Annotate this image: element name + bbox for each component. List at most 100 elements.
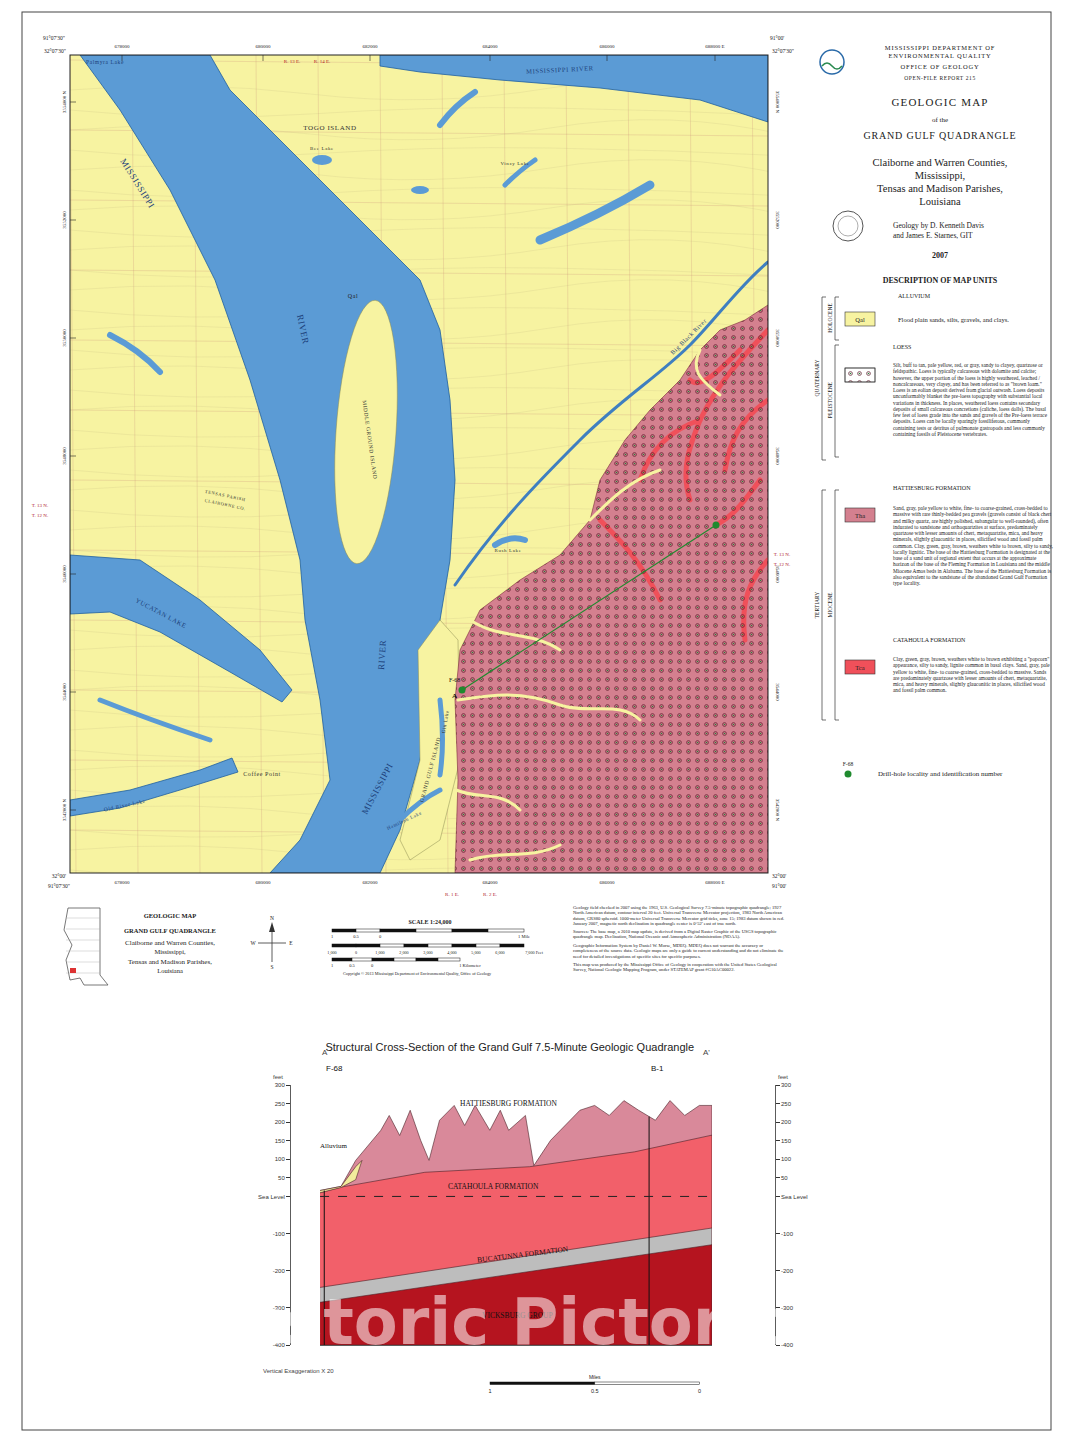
svg-text:3552000: 3552000: [775, 211, 780, 229]
svg-text:Rush Lake: Rush Lake: [495, 548, 522, 553]
svg-text:Qal: Qal: [855, 316, 865, 323]
svg-text:200: 200: [781, 1119, 792, 1125]
svg-text:3542000 N: 3542000 N: [775, 799, 780, 822]
svg-text:32°00': 32°00': [52, 873, 66, 879]
svg-text:F-68: F-68: [326, 1064, 343, 1073]
svg-text:B-1: B-1: [651, 1064, 664, 1073]
svg-text:OFFICE OF GEOLOGY: OFFICE OF GEOLOGY: [901, 63, 980, 70]
svg-text:100: 100: [781, 1156, 792, 1162]
svg-text:SCALE 1:24,000: SCALE 1:24,000: [408, 919, 451, 925]
svg-text:ENVIRONMENTAL QUALITY: ENVIRONMENTAL QUALITY: [889, 52, 992, 59]
svg-text:1,000: 1,000: [375, 950, 384, 956]
svg-text:RIVER: RIVER: [376, 639, 388, 670]
svg-text:91°07'30": 91°07'30": [48, 883, 70, 889]
svg-text:2007: 2007: [932, 251, 948, 260]
svg-text:of the: of the: [932, 116, 948, 124]
svg-text:Louisiana: Louisiana: [157, 967, 183, 974]
svg-text:3554000 N: 3554000 N: [62, 90, 67, 113]
svg-text:Coffee Point: Coffee Point: [243, 771, 281, 777]
svg-text:1: 1: [331, 934, 333, 939]
svg-text:Tensas and Madison Parishes,: Tensas and Madison Parishes,: [877, 183, 1003, 194]
svg-text:T. 12 N.: T. 12 N.: [32, 513, 48, 518]
svg-text:4,000: 4,000: [447, 950, 456, 956]
svg-text:0: 0: [698, 1388, 701, 1394]
svg-text:32°00': 32°00': [772, 873, 786, 879]
svg-text:Bee Lake: Bee Lake: [310, 146, 334, 151]
svg-text:Mississippi,: Mississippi,: [915, 170, 965, 181]
svg-text:Sea Level: Sea Level: [258, 1194, 285, 1200]
svg-text:32°07'30": 32°07'30": [44, 48, 66, 54]
svg-text:HOLOCENE: HOLOCENE: [827, 303, 833, 333]
svg-text:1,000: 1,000: [327, 950, 336, 956]
svg-text:GRAND GULF QUADRANGLE: GRAND GULF QUADRANGLE: [124, 927, 216, 934]
svg-text:250: 250: [781, 1101, 792, 1107]
svg-text:678000: 678000: [115, 44, 131, 49]
svg-text:-100: -100: [273, 1231, 286, 1237]
svg-text:50: 50: [781, 1175, 788, 1181]
svg-text:A: A: [322, 1048, 328, 1057]
svg-text:Structural Cross-Section of th: Structural Cross-Section of the Grand Gu…: [325, 1041, 694, 1053]
svg-text:680000: 680000: [256, 880, 272, 885]
svg-text:684000: 684000: [483, 880, 499, 885]
svg-text:MISSISSIPPI: MISSISSIPPI: [118, 157, 156, 210]
svg-text:Big Black River: Big Black River: [669, 317, 707, 355]
svg-text:TOGO ISLAND: TOGO ISLAND: [303, 124, 356, 132]
svg-text:686000: 686000: [600, 44, 616, 49]
svg-text:Claiborne and Warren Counties,: Claiborne and Warren Counties,: [125, 939, 215, 947]
svg-text:N: N: [270, 915, 274, 921]
svg-text:200: 200: [275, 1119, 286, 1125]
svg-text:R. 14 E.: R. 14 E.: [314, 59, 330, 64]
svg-text:3,000: 3,000: [423, 950, 432, 956]
svg-text:W: W: [250, 940, 256, 946]
svg-text:5,000: 5,000: [471, 950, 480, 956]
svg-text:GRAND GULF QUADRANGLE: GRAND GULF QUADRANGLE: [864, 130, 1017, 141]
svg-text:R. 2 E.: R. 2 E.: [483, 892, 497, 897]
svg-text:0.5: 0.5: [349, 963, 355, 968]
svg-text:0: 0: [371, 963, 374, 968]
svg-text:680000: 680000: [256, 44, 272, 49]
svg-text:-100: -100: [781, 1231, 794, 1237]
svg-text:3546000: 3546000: [62, 565, 67, 583]
svg-text:GEOLOGIC MAP: GEOLOGIC MAP: [891, 96, 988, 108]
svg-text:R. 1 E.: R. 1 E.: [445, 892, 459, 897]
svg-text:Tca: Tca: [855, 664, 864, 671]
svg-text:and James E. Starnes, GIT: and James E. Starnes, GIT: [893, 231, 973, 240]
svg-text:-200: -200: [781, 1268, 794, 1274]
svg-text:3546000: 3546000: [775, 565, 780, 583]
svg-text:MIDDLE GROUND ISLAND: MIDDLE GROUND ISLAND: [361, 400, 378, 480]
svg-text:BUCATUNNA FORMATION: BUCATUNNA FORMATION: [477, 1244, 569, 1264]
svg-text:-200: -200: [273, 1268, 286, 1274]
svg-text:3544000: 3544000: [62, 683, 67, 701]
svg-text:3544000: 3544000: [775, 683, 780, 701]
svg-text:0: 0: [379, 934, 382, 939]
svg-text:0: 0: [355, 950, 357, 955]
svg-text:YUCATAN LAKE: YUCATAN LAKE: [134, 596, 187, 629]
svg-text:Qal: Qal: [348, 293, 358, 299]
svg-text:Drill-hole locality and identi: Drill-hole locality and identification n…: [878, 770, 1003, 778]
svg-text:TERTIARY: TERTIARY: [814, 592, 820, 619]
svg-text:RIVER: RIVER: [295, 314, 311, 345]
svg-text:A': A': [703, 1048, 710, 1057]
svg-text:MIOCENE: MIOCENE: [827, 592, 833, 618]
svg-text:DESCRIPTION OF MAP UNITS: DESCRIPTION OF MAP UNITS: [883, 276, 998, 285]
svg-text:300: 300: [781, 1082, 792, 1088]
svg-text:91°00': 91°00': [772, 883, 786, 889]
svg-text:682000: 682000: [363, 880, 379, 885]
svg-text:300: 300: [275, 1082, 286, 1088]
svg-text:HATTIESBURG FORMATION: HATTIESBURG FORMATION: [460, 1099, 557, 1108]
svg-text:686000: 686000: [600, 880, 616, 885]
svg-text:150: 150: [275, 1138, 286, 1144]
svg-text:2,000: 2,000: [399, 950, 408, 956]
svg-text:0.5: 0.5: [591, 1388, 599, 1394]
svg-text:E: E: [289, 940, 293, 946]
svg-text:3548000: 3548000: [62, 447, 67, 465]
svg-text:6,000: 6,000: [495, 950, 504, 956]
svg-text:678000: 678000: [115, 880, 131, 885]
svg-text:Copyright © 2013 Mississippi D: Copyright © 2013 Mississippi Department …: [343, 971, 492, 977]
svg-text:100: 100: [275, 1156, 286, 1162]
svg-text:Hamilton Lake: Hamilton Lake: [386, 810, 423, 831]
svg-text:Claiborne and Warren Counties,: Claiborne and Warren Counties,: [873, 157, 1008, 168]
svg-text:OPEN-FILE REPORT 215: OPEN-FILE REPORT 215: [904, 75, 975, 81]
svg-text:CATAHOULA FORMATION: CATAHOULA FORMATION: [893, 637, 966, 643]
svg-text:7,000 Feet: 7,000 Feet: [525, 950, 544, 956]
